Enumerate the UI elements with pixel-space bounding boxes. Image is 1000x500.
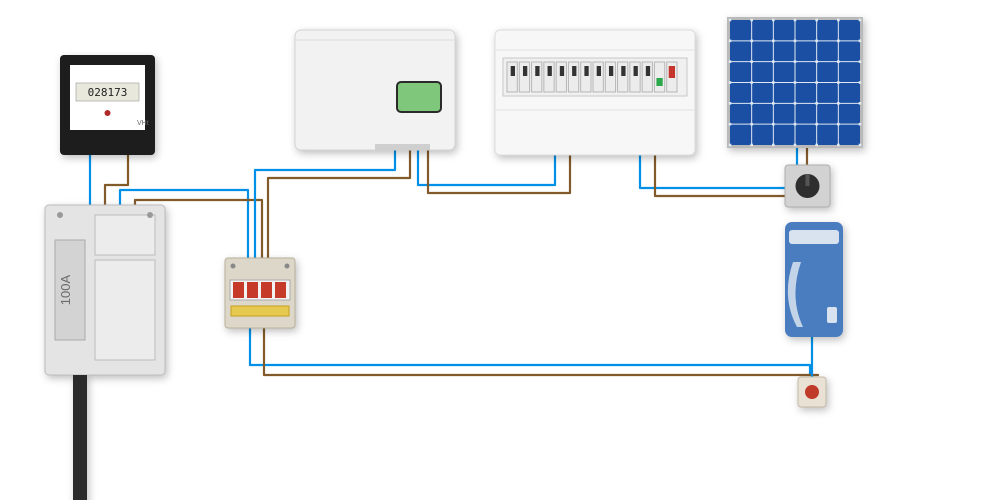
wire-henley-to-ac-l xyxy=(264,328,818,375)
solar-inverter xyxy=(785,222,843,337)
supply-cable xyxy=(73,375,87,500)
main-fuse-box: 100A xyxy=(45,205,165,500)
wire-henley-to-diverter-l xyxy=(268,150,410,258)
wires xyxy=(90,145,818,377)
electricity-meter: 028173 VHt xyxy=(60,55,155,155)
rcd xyxy=(656,78,662,86)
wire-diverter-to-cu-l xyxy=(428,150,570,193)
meter-brand: VHt xyxy=(137,120,149,127)
wire-henley-to-ac-n xyxy=(250,328,810,375)
solar-panel xyxy=(727,17,863,148)
wire-henley-to-diverter-n xyxy=(255,150,395,258)
wiring-diagram: 028173 VHt 100A xyxy=(0,0,1000,500)
wire-meter-to-fuse-l xyxy=(105,155,128,205)
ac-isolator-knob xyxy=(805,385,819,399)
ac-isolator xyxy=(798,377,826,407)
wire-cu-to-pv-l xyxy=(655,155,790,196)
main-switch xyxy=(669,66,675,78)
dc-isolator xyxy=(785,165,830,207)
consumer-unit xyxy=(495,30,695,155)
henley-block xyxy=(225,258,295,328)
fuse-rating-label: 100A xyxy=(58,274,73,305)
wire-cu-to-pv-n xyxy=(640,155,798,188)
solar-diverter xyxy=(295,30,455,150)
meter-digits: 028173 xyxy=(88,86,128,99)
diverter-lcd xyxy=(397,82,441,112)
